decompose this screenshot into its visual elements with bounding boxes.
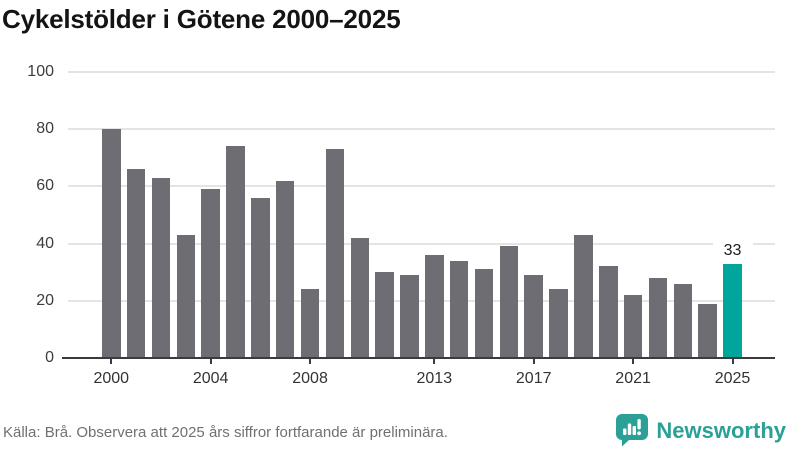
bar-2004 — [201, 189, 220, 358]
x-axis-tick-label: 2013 — [416, 370, 453, 387]
gridline-80 — [68, 128, 775, 131]
y-axis-tick-label: 0 — [45, 349, 54, 366]
plot-area: 0 20 40 60 80 100 2000 2004 2008 2013 2017 2021 2025… — [27, 63, 775, 387]
x-axis-line — [62, 356, 775, 359]
footer: Källa: Brå. Observera att 2025 års siffr… — [0, 404, 800, 450]
y-axis-tick-label: 100 — [27, 63, 54, 80]
bar-2014 — [449, 260, 469, 358]
bar-2013 — [425, 255, 444, 358]
bar-2002 — [151, 177, 171, 358]
bar-2016 — [499, 246, 519, 358]
x-axis-tick — [532, 359, 535, 364]
gridline-60 — [68, 185, 775, 188]
bar-2020 — [599, 266, 618, 358]
bar-2005 — [226, 146, 245, 358]
bar-2000 — [102, 129, 121, 358]
y-axis-tick-label: 40 — [36, 234, 54, 252]
x-axis-tick-label: 2025 — [714, 370, 751, 387]
bar-value-label: 33 — [712, 240, 753, 260]
bar-2012 — [400, 275, 419, 358]
y-axis-tick-label: 80 — [36, 120, 54, 138]
bar-2017 — [524, 275, 543, 358]
bar-2022 — [648, 277, 668, 358]
gridline-40 — [68, 242, 775, 245]
chart-title: Cykelstölder i Götene 2000–2025 — [2, 4, 401, 34]
brand-name: Newsworthy — [656, 417, 786, 443]
x-axis-tick-label: 2000 — [93, 370, 130, 387]
bar-2009 — [325, 149, 345, 358]
x-axis-tick — [433, 359, 436, 364]
bar-2025 — [723, 263, 742, 358]
bar-2018 — [549, 289, 568, 358]
x-axis-tick — [110, 359, 113, 364]
bar-2003 — [176, 235, 196, 358]
x-axis-tick-label: 2004 — [192, 370, 229, 387]
newsworthy-bubble-chart-icon — [615, 413, 649, 447]
x-axis-tick-label: 2017 — [515, 370, 552, 387]
bar-2019 — [574, 235, 593, 358]
bar-2010 — [350, 237, 369, 358]
newsworthy-logo: Newsworthy — [615, 413, 786, 447]
bar-2006 — [251, 197, 270, 358]
bar-2021 — [623, 295, 643, 358]
bar-2008 — [300, 289, 320, 358]
bar-2001 — [126, 169, 146, 358]
x-axis-tick — [731, 359, 734, 364]
gridline-20 — [68, 299, 775, 302]
bar-2023 — [673, 283, 693, 358]
x-axis-tick-label: 2008 — [292, 370, 328, 387]
y-axis-tick-label: 60 — [36, 177, 54, 195]
bar-2011 — [375, 272, 394, 358]
x-axis-tick — [632, 359, 635, 364]
bar-2015 — [474, 269, 494, 358]
bar-2024 — [698, 303, 717, 358]
gridline-100 — [68, 71, 775, 73]
y-axis-tick-label: 20 — [36, 291, 54, 309]
bar-2007 — [275, 180, 295, 358]
source-note: Källa: Brå. Observera att 2025 års siffr… — [3, 424, 448, 441]
x-axis-tick — [309, 359, 312, 364]
x-axis-tick — [209, 359, 212, 364]
x-axis-tick-label: 2021 — [615, 370, 651, 387]
